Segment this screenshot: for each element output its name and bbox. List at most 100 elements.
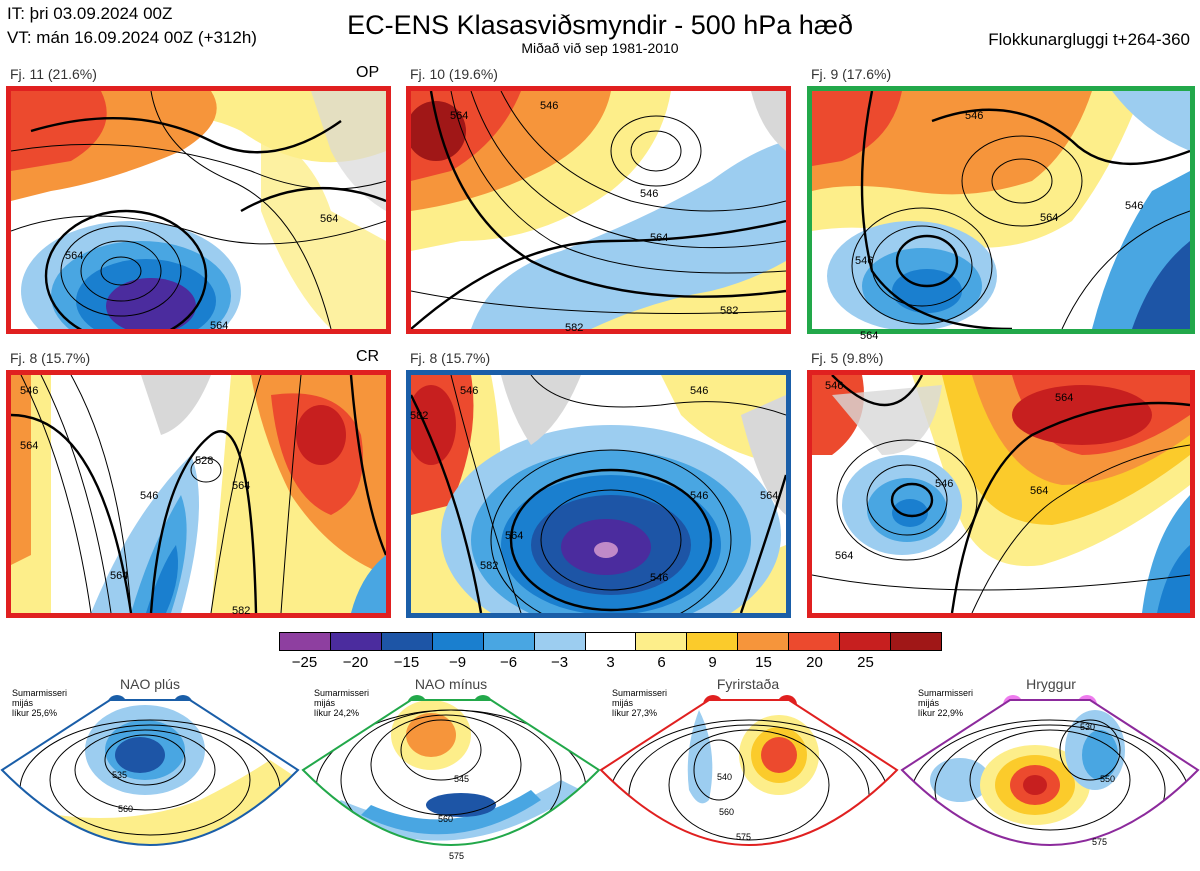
cluster-label-5: Fj. 8 (15.7%) [410,350,491,366]
contour-label: 546 [140,490,159,502]
cluster-map-5 [406,370,791,618]
contour-label: 546 [690,490,709,502]
contour-label: 582 [720,305,739,317]
colorbar-tick-label: −3 [550,654,569,671]
regime-contour-label: 545 [454,774,469,784]
colorbar-tick-label: 25 [857,654,874,671]
colorbar-swatch [789,633,841,650]
cluster-map-4 [6,370,391,618]
page-title: EC-ENS Klasasviðsmyndir - 500 hPa hæð [347,10,853,40]
colorbar-swatch [381,633,433,650]
regime-contour-label: 550 [1100,774,1115,784]
colorbar-tick-label: 15 [755,654,772,671]
contour-label: 564 [210,320,229,332]
contour-label: 546 [650,572,669,584]
regime-contour-label: 560 [118,804,133,814]
page-subtitle: Miðað við sep 1981-2010 [521,40,679,56]
regime-map-blocking: 540 560 575 [599,690,899,871]
contour-label: 564 [760,490,779,502]
regime-title-ridge: Hryggur [1026,676,1076,692]
colorbar-swatch [585,633,637,650]
colorbar-swatch [534,633,586,650]
regime-map-ridge: 530 550 575 [900,690,1200,871]
colorbar-swatch [432,633,484,650]
colorbar-swatch [687,633,739,650]
colorbar-tick-label: −6 [499,654,518,671]
colorbar-swatch [891,633,941,650]
valid-time: VT: mán 16.09.2024 00Z (+312h) [7,28,257,47]
regime-info-blocking: Sumarmisseri mijás líkur 27,3% [612,688,668,718]
contour-label: 582 [410,410,429,422]
contour-label: 546 [460,385,479,397]
regime-contour-label: 575 [1092,837,1107,847]
contour-label: 564 [1030,485,1049,497]
contour-label: 564 [20,440,39,452]
contour-label: 546 [935,478,954,490]
colorbar-tick-label: −25 [291,654,318,671]
contour-label: 582 [480,560,499,572]
regime-contour-label: 535 [112,770,127,780]
regime-contour-label: 540 [717,772,732,782]
classification-window: Flokkunargluggi t+264-360 [988,30,1190,49]
contour-label: 582 [565,322,584,334]
regime-contour-label: 530 [1080,722,1095,732]
contour-label: 564 [65,250,84,262]
contour-label: 564 [1055,392,1074,404]
cluster-map-3 [807,86,1195,334]
regime-title-nao-plus: NAO plús [120,676,180,692]
cluster-map-6 [807,370,1195,618]
contour-label: 546 [825,380,844,392]
regime-map-nao-minus: 545 560 575 [301,690,601,871]
initial-time: IT: þri 03.09.2024 00Z [7,4,173,23]
cluster-tag-cr: CR [356,348,380,365]
colorbar-swatch [840,633,892,650]
cluster-map-2 [406,86,791,334]
regime-map-nao-plus: 535 560 [0,690,300,871]
contour-label: 582 [232,605,251,617]
contour-label: 564 [835,550,854,562]
regime-contour-label: 575 [449,851,464,861]
colorbar-tick-label: 3 [606,654,615,671]
contour-label: 564 [232,480,251,492]
contour-label: 564 [860,330,879,342]
colorbar-tick-label: −9 [448,654,467,671]
regime-contour-label: 575 [736,832,751,842]
contour-label: 546 [540,100,559,112]
contour-label: 564 [650,232,669,244]
contour-label: 546 [690,385,709,397]
contour-label: 564 [320,213,339,225]
anomaly-colorbar [279,632,942,651]
colorbar-swatch [738,633,790,650]
regime-title-nao-minus: NAO mínus [414,676,488,692]
regime-contour-label: 560 [719,807,734,817]
colorbar-swatch [483,633,535,650]
contour-label: 564 [505,530,524,542]
regime-info-nao-minus: Sumarmisseri mijás líkur 24,2% [314,688,370,718]
contour-label: 546 [640,188,659,200]
contour-label: 528 [195,455,214,467]
regime-contour-label: 560 [438,814,453,824]
colorbar-tick-label: 9 [708,654,717,671]
cluster-map-1 [6,86,391,334]
contour-label: 564 [1040,212,1059,224]
cluster-label-2: Fj. 10 (19.6%) [410,66,498,82]
colorbar-swatch [636,633,688,650]
contour-label: 564 [450,110,469,122]
colorbar-swatch [280,633,331,650]
colorbar-swatch [330,633,382,650]
cluster-tag-op: OP [356,64,380,81]
regime-info-ridge: Sumarmisseri mijás líkur 22,9% [918,688,974,718]
contour-label: 546 [855,255,874,267]
contour-label: 564 [110,570,129,582]
regime-title-blocking: Fyrirstaða [716,676,780,692]
colorbar-tick-label: −15 [393,654,420,671]
regime-info-nao-plus: Sumarmisseri mijás líkur 25,6% [12,688,68,718]
cluster-label-4: Fj. 8 (15.7%) [10,350,91,366]
cluster-label-6: Fj. 5 (9.8%) [811,350,884,366]
colorbar-tick-label: −20 [342,654,369,671]
contour-label: 546 [20,385,39,397]
contour-label: 546 [965,110,984,122]
cluster-label-1: Fj. 11 (21.6%) [10,66,97,82]
cluster-label-3: Fj. 9 (17.6%) [811,66,892,82]
colorbar-tick-label: 20 [806,654,823,671]
